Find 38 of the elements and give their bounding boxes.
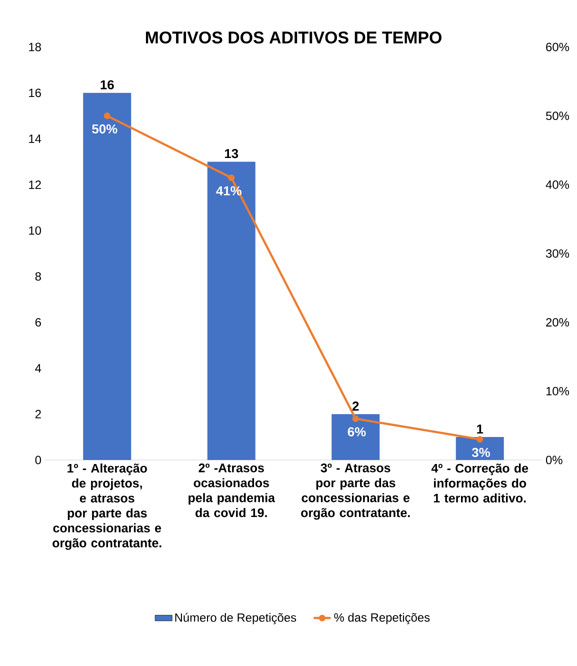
point	[352, 415, 359, 422]
y2-tick-label: 0%	[546, 456, 562, 464]
bar	[332, 414, 380, 460]
y-tick-label: 2	[35, 410, 41, 418]
point	[476, 436, 484, 443]
x-tick-label: 3º - Atrasos por parte das concessionarias e orgão contratante.	[301, 464, 410, 520]
x-tick-label: 4º - Correção de informações do 1 termo aditivo.	[431, 464, 528, 503]
bar	[83, 92, 132, 460]
y-tick-label: 18	[29, 42, 41, 52]
data-label: 1	[477, 424, 484, 434]
y2-tick-label: 10%	[546, 386, 570, 396]
x-tick-label: 2º -Atrasos ocasionados pela pandemia da covid 19.	[188, 464, 276, 518]
y2-tick-label: 20%	[546, 318, 570, 327]
data-label: 16	[100, 80, 114, 90]
bar	[207, 162, 256, 460]
chart-title: MOTIVOS DOS ADITIVOS DE TEMPO	[146, 32, 442, 44]
data-label: 3%	[472, 448, 490, 458]
data-label: 13	[224, 149, 238, 158]
y2-tick-label: 50%	[546, 112, 570, 120]
data-label: 2	[352, 402, 359, 411]
y-tick-label: 6	[35, 318, 41, 327]
y-tick-label: 8	[35, 272, 41, 281]
legend-label: Número de Repetições	[175, 612, 296, 624]
point	[104, 112, 110, 120]
data-label: 50%	[92, 124, 118, 134]
y2-tick-label: 30%	[546, 249, 570, 258]
y-tick-label: 16	[29, 88, 41, 98]
y-tick-label: 4	[35, 364, 42, 372]
legend-label: % das Repetições	[334, 612, 430, 624]
data-label: 6%	[348, 427, 366, 436]
y2-tick-label: 40%	[546, 180, 570, 189]
point	[228, 174, 235, 182]
y2-tick-label: 60%	[546, 42, 570, 52]
y-tick-label: 10	[29, 226, 42, 235]
y-tick-label: 12	[29, 180, 41, 189]
y-tick-label: 0	[35, 456, 42, 464]
x-tick-label: 1º - Alteração de projetos, e atrasos por parte das concessionarias e orgão contratante.	[52, 464, 162, 550]
y-tick-label: 14	[29, 134, 42, 143]
